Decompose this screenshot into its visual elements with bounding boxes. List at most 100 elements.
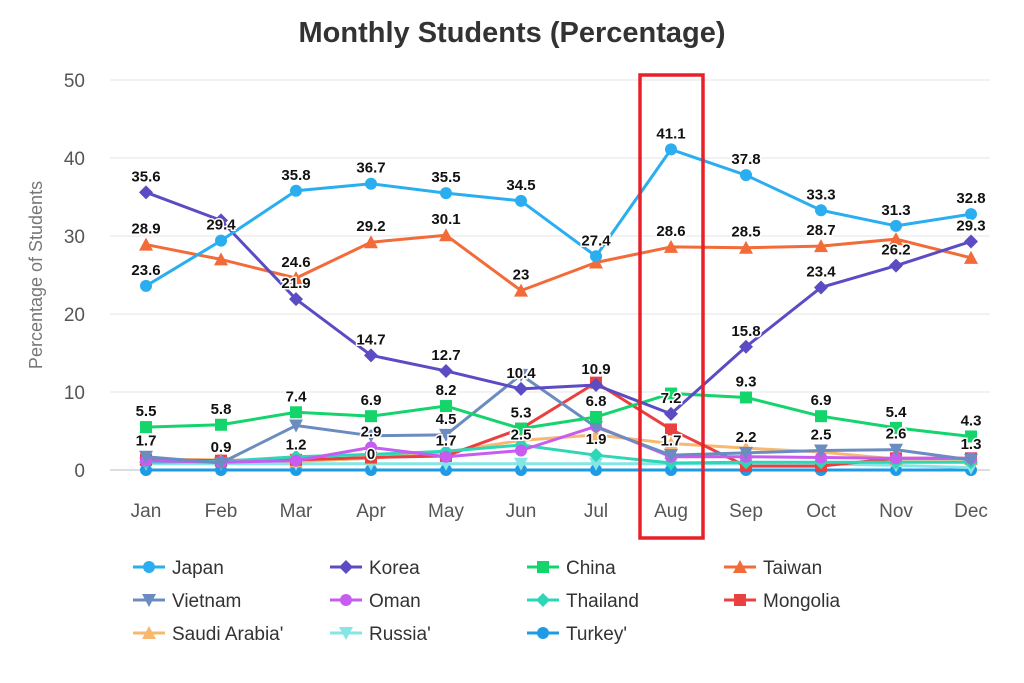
data-point: [215, 418, 227, 431]
data-labels: 23.6 29.4 35.8 36.7 35.5 34.5 27.4 41.1 37.8 33.3…: [130, 124, 987, 465]
data-point: [815, 204, 827, 217]
legend-item-mongolia[interactable]: Mongolia: [724, 591, 841, 612]
data-point: [664, 239, 678, 253]
data-point: [439, 363, 453, 378]
series-line: [145, 190, 972, 416]
data-point: [290, 406, 302, 419]
series-line: [145, 424, 971, 464]
legend-label: Vietnam: [172, 591, 241, 612]
data-point: [290, 454, 302, 467]
data-label: 32.8: [956, 190, 985, 207]
legend-item-saudi-arabia[interactable]: Saudi Arabia': [133, 624, 283, 645]
data-point: [665, 143, 677, 156]
data-point: [964, 250, 978, 264]
data-point: [514, 368, 528, 382]
legend-marker: [537, 627, 549, 639]
legend-marker: [340, 594, 352, 606]
data-label: 5.3: [511, 405, 532, 422]
legend-label: Japan: [172, 558, 224, 579]
data-point: [214, 252, 228, 266]
data-label: 6.8: [586, 393, 607, 410]
data-point: [365, 177, 377, 190]
legend-item-china[interactable]: China: [527, 558, 616, 579]
data-point: [139, 450, 153, 464]
x-tick-label: Mar: [280, 501, 313, 522]
legend-item-oman[interactable]: Oman: [330, 591, 421, 612]
data-label: 5.8: [211, 401, 232, 418]
data-label: 2.2: [736, 429, 757, 446]
data-point: [514, 457, 528, 471]
data-point: [515, 444, 527, 457]
data-label: 23.4: [806, 263, 836, 280]
legend-marker: [733, 560, 747, 573]
x-tick-label: Dec: [954, 501, 988, 522]
data-label: 21.9: [281, 275, 310, 292]
data-point: [589, 377, 603, 392]
legend-marker: [142, 594, 156, 607]
data-point: [589, 427, 603, 441]
data-point: [214, 456, 228, 470]
series-line: [145, 443, 971, 465]
data-label: 2.5: [811, 427, 832, 444]
y-axis-label: Percentage of Students: [26, 181, 46, 369]
data-point: [964, 234, 978, 249]
x-tick-label: Sep: [729, 501, 763, 522]
data-label: 26.2: [881, 242, 910, 259]
data-point: [814, 444, 828, 458]
legend-label: Mongolia: [763, 591, 841, 612]
data-label: 29.4: [206, 217, 236, 234]
legend-item-turkey[interactable]: Turkey': [527, 624, 627, 645]
x-axis-ticks: Jan Feb Mar Apr May Jun Jul Aug Sep Oct Nov Dec: [131, 501, 988, 522]
data-point: [515, 194, 527, 207]
y-tick-label: 30: [64, 227, 85, 248]
data-point: [364, 429, 378, 443]
highlight-box-group: [638, 73, 705, 540]
x-tick-label: Jan: [131, 501, 162, 522]
x-tick-label: Oct: [806, 501, 836, 522]
data-label: 33.3: [806, 186, 835, 203]
data-point: [289, 419, 303, 433]
series-japan: [140, 143, 977, 292]
data-label: 10.9: [581, 361, 610, 378]
data-point: [289, 292, 303, 307]
data-point: [889, 232, 903, 246]
data-label: 5.5: [136, 403, 157, 420]
data-point: [439, 228, 453, 242]
data-label: 1.3: [961, 436, 982, 453]
data-point: [740, 169, 752, 182]
data-label: 10.4: [506, 365, 536, 382]
x-tick-label: May: [428, 501, 464, 522]
legend-item-thailand[interactable]: Thailand: [527, 591, 639, 612]
data-point: [290, 184, 302, 197]
legend-item-korea[interactable]: Korea: [330, 558, 420, 579]
data-label: 24.6: [281, 254, 310, 271]
data-point: [664, 436, 678, 450]
data-point: [589, 457, 603, 471]
legend-item-vietnam[interactable]: Vietnam: [133, 591, 241, 612]
data-point: [140, 279, 152, 292]
data-label: 8.2: [436, 382, 457, 399]
x-tick-label: Jun: [506, 501, 537, 522]
legend-item-russia[interactable]: Russia': [330, 624, 431, 645]
legend-item-taiwan[interactable]: Taiwan: [724, 558, 822, 579]
legend-item-japan[interactable]: Japan: [133, 558, 224, 579]
data-point: [139, 185, 153, 200]
data-point: [139, 237, 153, 251]
data-label: 30.1: [431, 211, 460, 228]
chart-title: Monthly Students (Percentage): [299, 17, 726, 49]
data-point: [664, 406, 678, 421]
data-label: 31.3: [881, 202, 910, 219]
legend-marker: [734, 594, 746, 606]
data-point: [289, 271, 303, 285]
x-tick-label: Feb: [205, 501, 238, 522]
data-label: 9.3: [736, 373, 757, 390]
x-tick-label: Nov: [879, 501, 913, 522]
data-label: 37.8: [731, 151, 760, 168]
legend-marker: [537, 561, 549, 573]
data-label: 28.9: [131, 221, 160, 238]
series-line: [145, 392, 972, 438]
data-point: [890, 452, 902, 465]
data-point: [440, 400, 452, 413]
legend-label: Taiwan: [763, 558, 822, 579]
data-label: 23: [513, 267, 530, 284]
